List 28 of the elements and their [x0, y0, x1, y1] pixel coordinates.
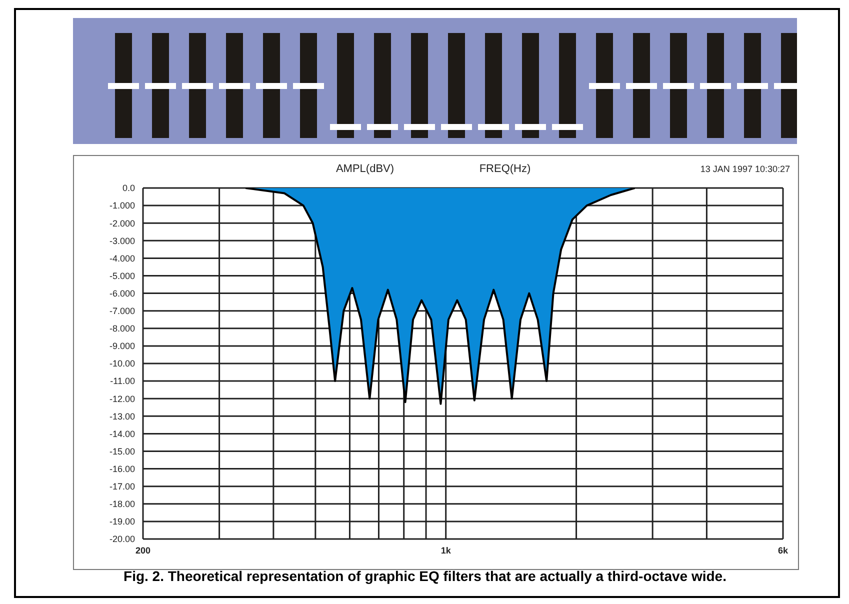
y-tick-label: -15.00 [109, 446, 135, 456]
x-tick-label: 6k [778, 545, 789, 556]
y-tick-label: -2.000 [109, 218, 135, 228]
y-tick-label: -3.000 [109, 236, 135, 246]
y-tick-label: 0.0 [122, 183, 135, 194]
text: 13 JAN 1997 10:30:27 [699, 164, 790, 174]
y-tick-label: -10.00 [109, 358, 135, 369]
y-tick-label: -8.000 [109, 324, 135, 334]
y-tick-label: -11.00 [110, 376, 135, 386]
y-tick-label: -13.00 [109, 411, 135, 422]
y-tick-label: -4.000 [109, 253, 135, 264]
y-tick-label: -14.00 [109, 428, 135, 439]
y-tick-label: -19.00 [109, 516, 135, 527]
y-tick-label: -16.00 [109, 464, 135, 474]
y-tick-label: -9.000 [109, 341, 135, 352]
x-tick-label: 200 [135, 545, 151, 556]
y-tick-label: -5.000 [109, 270, 135, 281]
y-tick-label: -20.00 [109, 534, 135, 544]
y-tick-label: -6.000 [109, 288, 135, 298]
caption: Fig. 2. Theoretical representation of graphic EQ filters that are actually a third-octave wide. [122, 568, 728, 584]
y-tick-label: -18.00 [109, 499, 135, 510]
y-tick-label: -12.00 [109, 394, 135, 404]
y-axis-title: AMPL(dBV) [334, 163, 396, 175]
x-tick-label: 1k [440, 545, 452, 556]
y-tick-label: -17.00 [109, 482, 135, 492]
y-tick-label: -1.000 [109, 200, 135, 211]
y-tick-label: -7.000 [109, 306, 135, 316]
x-axis-title: FREQ(Hz) [478, 163, 532, 175]
